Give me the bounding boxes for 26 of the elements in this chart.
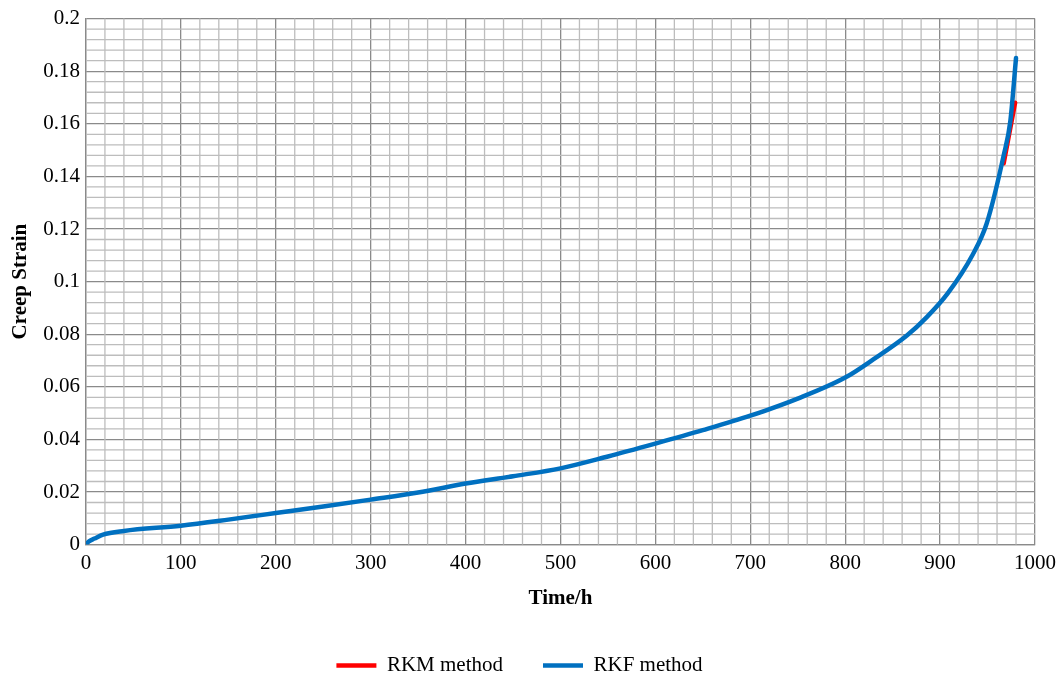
x-tick-label: 100 bbox=[165, 549, 197, 574]
legend-label: RKF method bbox=[593, 652, 704, 677]
y-axis-title: Creep Strain bbox=[7, 223, 32, 340]
line-series bbox=[85, 55, 1019, 545]
y-tick-label: 0.18 bbox=[43, 57, 80, 82]
y-tick-label: 0.04 bbox=[43, 425, 81, 450]
y-tick-label: 0.08 bbox=[43, 320, 80, 345]
x-tick-label: 400 bbox=[449, 549, 482, 574]
y-tick-label: 0.14 bbox=[43, 162, 81, 187]
y-tick-label: 0.12 bbox=[43, 215, 80, 240]
y-tick-label: 0.06 bbox=[43, 373, 80, 398]
x-tick-label: 1000 bbox=[1014, 549, 1056, 574]
y-tick-label: 0.1 bbox=[53, 268, 80, 293]
y-tick-label: 0.02 bbox=[43, 478, 80, 503]
x-axis-title: Time/h bbox=[528, 584, 593, 609]
x-tick-label: 700 bbox=[734, 549, 767, 574]
x-tick-label: 900 bbox=[924, 549, 956, 574]
x-tick-label: 800 bbox=[829, 549, 861, 574]
x-tick-label: 500 bbox=[544, 549, 577, 574]
x-tick-label: 600 bbox=[639, 549, 672, 574]
y-tick-label: 0 bbox=[69, 531, 80, 556]
legend-label: RKM method bbox=[386, 652, 504, 677]
x-tick-label: 200 bbox=[260, 549, 292, 574]
y-tick-label: 0.16 bbox=[43, 110, 80, 135]
y-tick-label: 0.2 bbox=[53, 5, 80, 30]
x-tick-label: 300 bbox=[354, 549, 387, 574]
